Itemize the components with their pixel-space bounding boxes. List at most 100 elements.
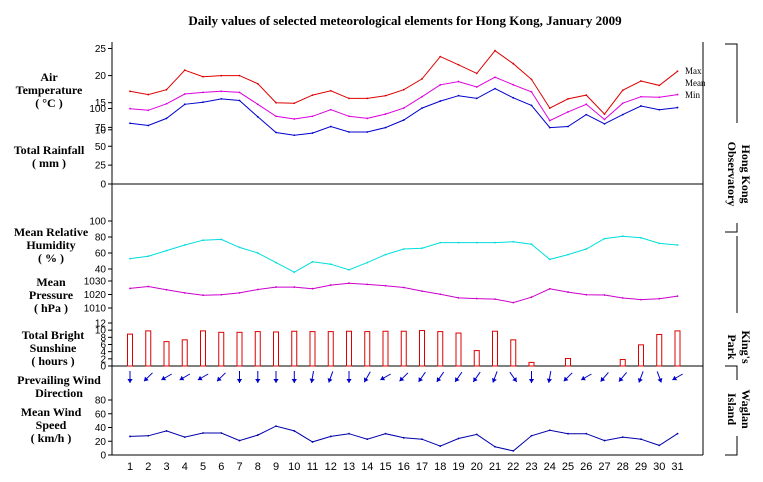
pressure-point xyxy=(402,286,405,289)
temperature-mean-point xyxy=(585,103,588,106)
wind-direction-arrow-head xyxy=(563,376,569,382)
humidity-point xyxy=(421,247,423,250)
temperature-min-point xyxy=(512,96,515,99)
day-label: 3 xyxy=(163,461,169,473)
sunshine-bar xyxy=(565,357,571,367)
sunshine-bar xyxy=(200,330,206,367)
wind-direction-arrow xyxy=(637,371,644,383)
temperature-min-point xyxy=(402,119,405,121)
sunshine-bar xyxy=(419,330,425,367)
day-label: 22 xyxy=(507,461,519,473)
temperature-mean-point xyxy=(202,91,204,94)
pressure-tick-label: 1030 xyxy=(84,277,107,288)
humidity-tick-label: 80 xyxy=(95,233,107,244)
wind-speed-point xyxy=(183,436,186,439)
humidity-point xyxy=(439,241,442,244)
day-label: 6 xyxy=(218,461,224,473)
wind-speed-point xyxy=(585,432,588,435)
wind-direction-arrow xyxy=(600,372,609,382)
pressure-point xyxy=(421,290,423,293)
wind-direction-arrow-head xyxy=(127,379,133,383)
temperature-mean-point xyxy=(238,91,241,94)
sunshine-label-line-1: Total Bright xyxy=(22,328,85,342)
wind-direction-arrow xyxy=(179,373,191,381)
temperature-min-point xyxy=(256,115,259,118)
wind-direction-arrow xyxy=(127,371,133,383)
day-label: 28 xyxy=(617,461,629,473)
wind-direction-arrow-head xyxy=(637,378,643,383)
temperature-min-point xyxy=(275,131,277,134)
day-label: 17 xyxy=(416,461,428,473)
pressure-point xyxy=(548,287,551,290)
day-label: 1 xyxy=(127,461,133,473)
wind-speed-point xyxy=(238,439,241,442)
day-label: 13 xyxy=(343,461,355,473)
wind-speed-label-line-3: ( km/h ) xyxy=(31,431,72,445)
humidity-point xyxy=(366,261,369,264)
wind-direction-arrow-head xyxy=(618,376,624,382)
temperature-max-point xyxy=(384,94,387,97)
temperature-max-point xyxy=(640,80,642,82)
legend-max: Max xyxy=(685,66,702,76)
humidity-point xyxy=(621,235,624,238)
temperature-max-point xyxy=(494,49,496,52)
day-label: 7 xyxy=(236,461,242,473)
temperature-max-point xyxy=(439,55,442,58)
wind-direction-arrow-head xyxy=(327,378,333,383)
temperature-max-point xyxy=(585,94,588,97)
temperature-min-point xyxy=(548,126,551,129)
temperature-min-point xyxy=(676,106,679,109)
station-labels: Hong Kong Observatory King's Park Waglan… xyxy=(725,142,753,429)
wind-speed-point xyxy=(494,445,496,448)
humidity-point xyxy=(256,252,259,254)
humidity-label-line-2: Humidity xyxy=(26,238,75,252)
wind-direction-arrow xyxy=(472,371,481,383)
pressure-point xyxy=(202,294,204,297)
temperature-mean-point xyxy=(293,118,296,120)
sunshine-bar xyxy=(638,344,644,367)
wind-direction-arrow-head xyxy=(399,376,405,382)
pressure-point xyxy=(585,293,588,296)
temp-label-line-3: ( °C ) xyxy=(35,96,62,110)
pressure-point xyxy=(621,297,624,299)
temperature-mean-point xyxy=(329,108,332,111)
station-brackets xyxy=(725,43,738,456)
wind-speed-point xyxy=(220,432,223,434)
wind-direction-arrow xyxy=(656,371,663,383)
temperature-mean-point xyxy=(457,80,460,83)
temperature-min-point xyxy=(129,122,131,125)
temperature-tick-label: 20 xyxy=(95,71,107,82)
pressure-point xyxy=(256,288,259,291)
rainfall-tick-label: 25 xyxy=(95,161,107,172)
sunshine-bar xyxy=(309,331,316,367)
wind-direction-arrow xyxy=(143,372,153,382)
humidity-label-line-1: Mean Relative xyxy=(14,225,89,239)
temperature-min-point xyxy=(238,99,241,102)
pressure-point xyxy=(366,283,369,286)
wind-speed-point xyxy=(366,438,369,441)
wind-direction-arrow-head xyxy=(346,379,352,383)
temperature-max-point xyxy=(475,72,478,75)
humidity-tick-label: 40 xyxy=(95,265,107,276)
humidity-point xyxy=(676,244,679,246)
sunshine-bar xyxy=(163,341,170,367)
sunshine-bar xyxy=(400,330,407,367)
temperature-max-point xyxy=(293,102,296,105)
temperature-max-point xyxy=(402,88,405,91)
temperature-min-point xyxy=(293,134,296,137)
day-label: 26 xyxy=(580,461,592,473)
day-label: 5 xyxy=(200,461,206,473)
humidity-point xyxy=(548,258,551,261)
wind-speed-point xyxy=(275,425,277,428)
wind-speed-point xyxy=(530,434,533,437)
wind-direction-arrow xyxy=(309,371,315,383)
waglan-label-line-2: Island xyxy=(725,393,739,425)
temperature-min-point xyxy=(366,131,369,133)
temperature-min-point xyxy=(220,98,223,100)
wind-direction-arrow xyxy=(291,371,297,383)
humidity-point xyxy=(457,241,460,244)
wind-direction-arrow-head xyxy=(179,375,185,381)
temperature-max-point xyxy=(256,82,259,85)
sunshine-bar xyxy=(346,330,352,367)
wind-direction-arrow-head xyxy=(512,377,517,382)
